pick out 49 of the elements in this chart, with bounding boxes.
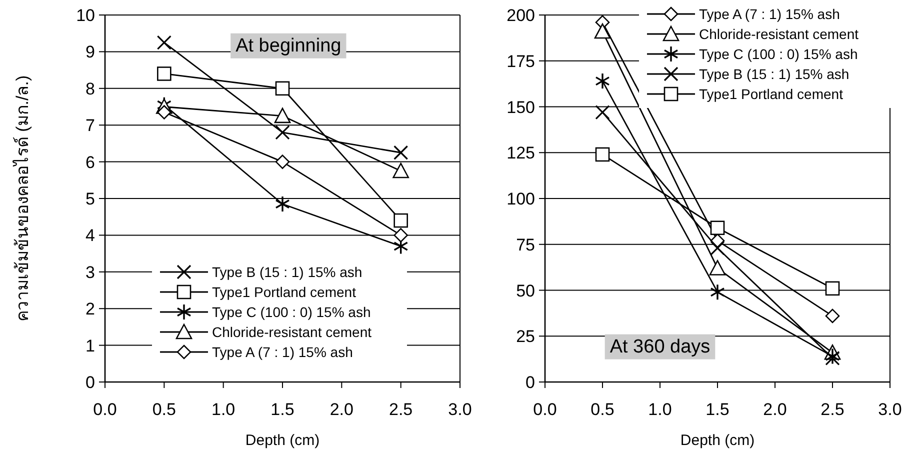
- x-axis-title: Depth (cm): [245, 432, 320, 449]
- y-tick-label: 150: [506, 98, 535, 117]
- y-tick-label: 50: [516, 281, 535, 300]
- x-tick-label: 1.5: [270, 400, 294, 419]
- y-tick-label: 4: [86, 226, 95, 246]
- legend-label: Type B (15 : 1) 15% ash: [699, 66, 850, 82]
- y-tick-label: 6: [86, 152, 95, 172]
- legend-label: Type C (100 : 0) 15% ash: [212, 304, 371, 320]
- legend-label: Type A (7 : 1) 15% ash: [699, 6, 840, 22]
- legend-label: Chloride-resistant cement: [699, 26, 859, 42]
- x-tick-label: 2.5: [389, 400, 413, 419]
- x-tick-label: 0.0: [93, 400, 117, 419]
- x-tick-label: 3.0: [448, 400, 472, 419]
- y-tick-label: 10: [76, 6, 95, 25]
- y-tick-label: 8: [86, 79, 95, 98]
- legend-label: Type B (15 : 1) 15% ash: [212, 264, 362, 280]
- y-tick-label: 9: [86, 42, 95, 62]
- y-tick-label: 7: [86, 116, 95, 136]
- x-tick-label: 2.5: [820, 400, 844, 419]
- legend-label: Chloride-resistant cement: [212, 324, 372, 340]
- y-axis-title: ความเข้มข้นของคลอไรด์ (มก./ล.): [12, 75, 32, 322]
- y-tick-label: 0: [526, 373, 535, 392]
- y-tick-label: 200: [506, 6, 535, 25]
- y-tick-label: 5: [86, 190, 95, 208]
- x-tick-label: 0.5: [590, 400, 614, 419]
- annotation: At 360 days: [610, 336, 710, 358]
- x-tick-label: 2.0: [763, 400, 787, 419]
- y-tick-label: 175: [506, 52, 535, 71]
- x-tick-label: 2.0: [330, 400, 354, 419]
- x-tick-label: 1.5: [706, 400, 730, 419]
- y-tick-label: 25: [516, 327, 535, 346]
- x-tick-label: 1.0: [212, 400, 236, 419]
- legend-label: Type1 Portland cement: [212, 284, 356, 300]
- y-tick-label: 0: [86, 373, 95, 392]
- y-tick-label: 3: [86, 262, 95, 282]
- y-tick-label: 100: [506, 190, 535, 208]
- annotation: At beginning: [236, 35, 342, 56]
- x-tick-label: 0.0: [533, 400, 557, 419]
- x-tick-label: 1.0: [648, 400, 672, 419]
- x-axis-title: Depth (cm): [680, 432, 755, 449]
- y-tick-label: 75: [516, 235, 535, 254]
- x-tick-label: 0.5: [152, 400, 176, 419]
- y-tick-label: 2: [86, 300, 95, 319]
- y-tick-label: 125: [506, 144, 535, 163]
- legend-label: Type A (7 : 1) 15% ash: [212, 344, 353, 360]
- legend-label: Type C (100 : 0) 15% ash: [699, 46, 858, 62]
- y-tick-label: 1: [86, 336, 95, 356]
- legend-label: Type1 Portland cement: [699, 86, 844, 102]
- x-tick-label: 3.0: [878, 400, 902, 419]
